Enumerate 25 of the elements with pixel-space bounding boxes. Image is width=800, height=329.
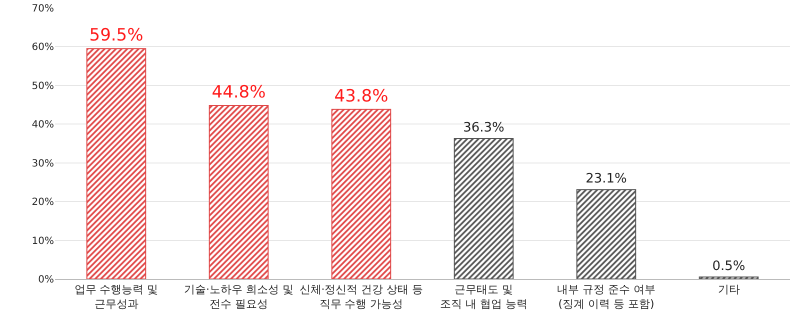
bar	[454, 138, 514, 279]
y-tick-label: 60%	[32, 42, 54, 54]
x-tick-label: 신체·정신적 건강 상태 등 직무 수행 가능성	[299, 283, 424, 310]
data-label: 0.5%	[712, 259, 746, 274]
bar	[331, 108, 392, 279]
data-label: 44.8%	[212, 82, 266, 103]
bar	[576, 189, 636, 279]
x-tick-label: 내부 규정 준수 여부 (징계 이력 등 포함)	[557, 283, 656, 310]
data-label: 43.8%	[334, 86, 388, 106]
y-tick-label: 0%	[38, 274, 54, 286]
y-tick-label: 50%	[32, 80, 54, 92]
y-tick-label: 20%	[32, 197, 54, 208]
data-label: 59.5%	[89, 26, 144, 46]
y-tick-label: 70%	[32, 4, 54, 14]
y-tick-label: 30%	[32, 158, 54, 170]
bar	[86, 48, 146, 279]
bar	[208, 105, 269, 279]
data-label: 36.3%	[463, 120, 504, 136]
x-tick-label: 업무 수행능력 및 근무성과	[74, 283, 158, 310]
y-tick-label: 10%	[32, 236, 54, 247]
x-tick-label: 근무태도 및 조직 내 협업 능력	[440, 283, 528, 310]
y-tick-label: 40%	[32, 120, 54, 131]
data-label: 23.1%	[586, 172, 627, 187]
x-tick-label: 기술·노하우 희소성 및 전수 필요성	[184, 283, 294, 310]
x-tick-label: 기타	[718, 283, 740, 296]
